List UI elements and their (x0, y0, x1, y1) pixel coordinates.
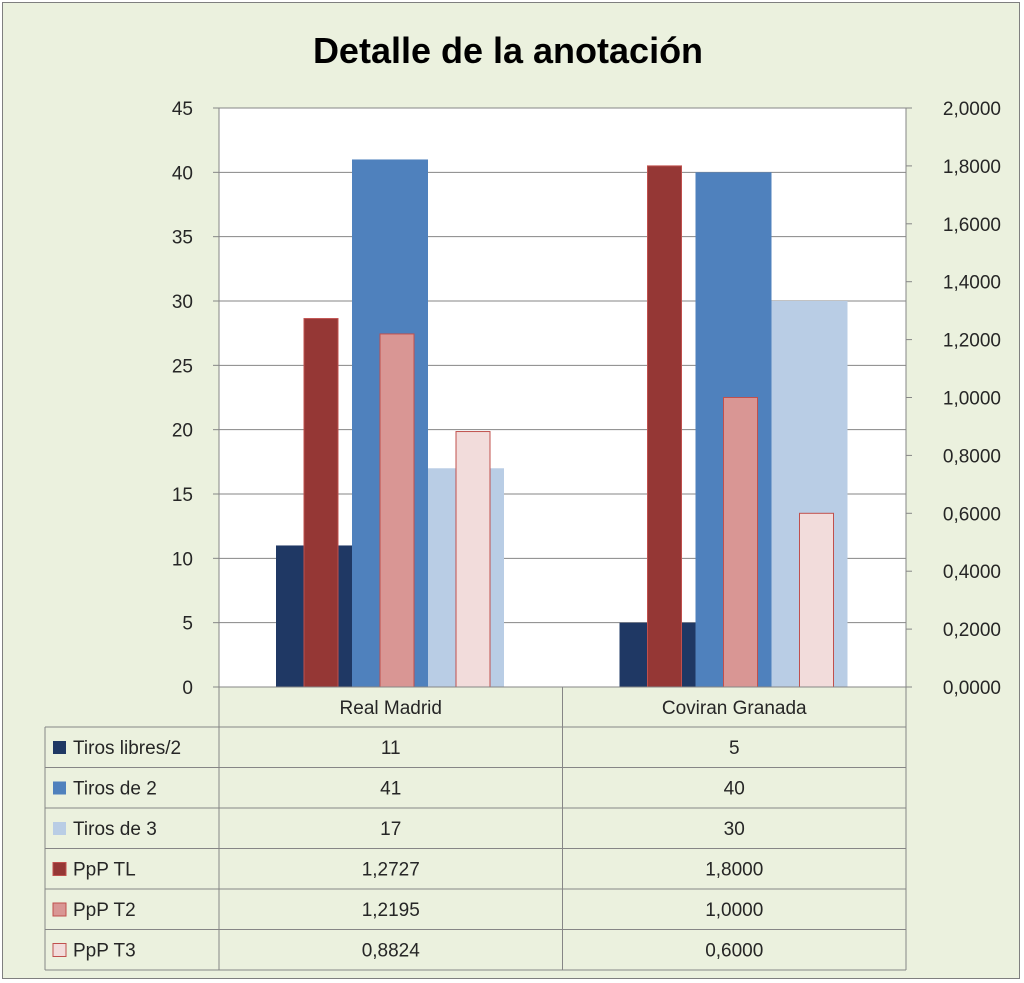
y-tick-label-right: 0,4000 (943, 562, 1001, 583)
y-tick-label-left: 35 (172, 228, 193, 249)
y-tick-label-right: 1,2000 (943, 331, 1001, 352)
legend-key (52, 862, 67, 876)
series-label: Tiros de 2 (73, 779, 157, 800)
chart-title: Detalle de la anotación (313, 30, 703, 71)
y-tick-label-left: 40 (172, 163, 193, 184)
y-tick-label-right: 0,8000 (943, 446, 1001, 467)
table-value: 1,2195 (362, 900, 420, 921)
series-label: Tiros de 3 (73, 819, 157, 840)
table-value: 40 (724, 779, 745, 800)
legend-key (52, 902, 67, 917)
series-label: Tiros libres/2 (73, 738, 181, 759)
legend-key (53, 822, 66, 835)
bar-ppp-t2 (379, 333, 415, 688)
y-tick-label-left: 15 (172, 485, 193, 506)
bar-ppp-tl (647, 165, 682, 688)
series-label: PpP T3 (73, 941, 136, 962)
table-value: 5 (729, 738, 740, 759)
category-label: Coviran Granada (662, 698, 807, 719)
y-tick-label-right: 2,0000 (943, 99, 1001, 120)
table-value: 41 (380, 779, 401, 800)
series-label: PpP TL (73, 860, 136, 881)
y-tick-label-right: 1,4000 (943, 273, 1001, 294)
bar-ppp-t3 (799, 512, 834, 688)
y-tick-label-right: 0,2000 (943, 620, 1001, 641)
table-value: 11 (381, 738, 401, 759)
y-tick-label-left: 30 (172, 292, 193, 313)
table-value: 1,2727 (362, 860, 420, 881)
bar-ppp-t3 (455, 431, 491, 688)
y-tick-label-left: 20 (172, 421, 193, 442)
y-tick-label-right: 1,8000 (943, 157, 1001, 178)
y-tick-label-right: 0,0000 (943, 678, 1001, 699)
y-tick-label-left: 10 (172, 549, 193, 570)
table-value: 17 (380, 819, 401, 840)
y-tick-label-left: 25 (172, 356, 193, 377)
table-value: 1,0000 (705, 900, 763, 921)
series-label: PpP T2 (73, 900, 136, 921)
legend-key (52, 943, 67, 957)
category-label: Real Madrid (340, 698, 442, 719)
table-value: 30 (724, 819, 745, 840)
y-tick-label-right: 1,0000 (943, 389, 1001, 410)
table-value: 1,8000 (705, 860, 763, 881)
legend-key (53, 781, 66, 795)
y-tick-label-right: 1,6000 (943, 215, 1001, 236)
y-tick-label-left: 5 (182, 614, 193, 635)
y-tick-label-left: 0 (182, 678, 193, 699)
y-tick-label-right: 0,6000 (943, 504, 1001, 525)
table-value: 0,6000 (705, 941, 763, 962)
bar-ppp-tl (303, 318, 339, 688)
legend-key (53, 741, 66, 754)
y-tick-label-left: 45 (172, 99, 193, 120)
bar-ppp-t2 (723, 397, 758, 688)
table-value: 0,8824 (362, 941, 421, 962)
